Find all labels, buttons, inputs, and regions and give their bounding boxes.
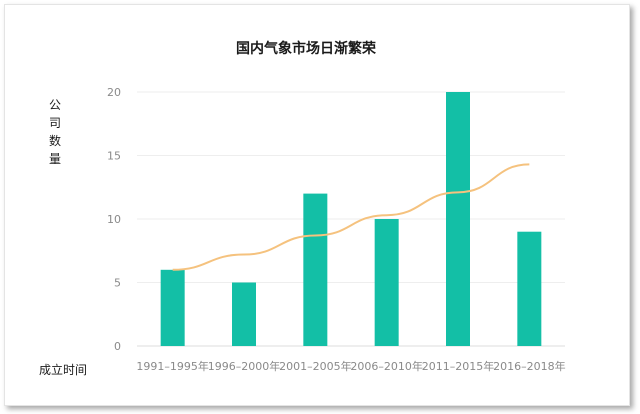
x-tick-label: 1996–2000年 [208,359,281,373]
x-axis-label: 成立时间 [39,362,87,377]
bar [446,92,470,346]
chart-frame: 国内气象市场日渐繁荣 公司数量 成立时间 0 5 10 15 20 1991–1995年 1… [4,4,630,406]
x-tick-label: 2016–2018年 [493,359,566,373]
y-tick-label: 10 [107,213,121,226]
chart-title: 国内气象市场日渐繁荣 [236,40,377,57]
y-tick-label: 15 [107,150,121,163]
x-tick-label: 2006–2010年 [350,359,423,373]
bar-chart: 国内气象市场日渐繁荣 公司数量 成立时间 0 5 10 15 20 1991–1995年1… [39,40,566,377]
x-tick-label: 2011–2015年 [422,359,495,373]
y-tick-label: 0 [114,340,121,353]
y-axis-label: 公司数量 [49,98,61,166]
x-tick-label: 2001–2005年 [279,359,352,373]
bar [517,231,542,346]
bar [374,219,399,346]
trend-line [172,163,530,271]
bar [303,193,328,346]
y-tick-label: 5 [114,277,121,290]
x-tick-label: 1991–1995年 [136,359,209,373]
bar [160,269,185,346]
bar [232,282,256,346]
y-tick-label: 20 [107,86,121,99]
